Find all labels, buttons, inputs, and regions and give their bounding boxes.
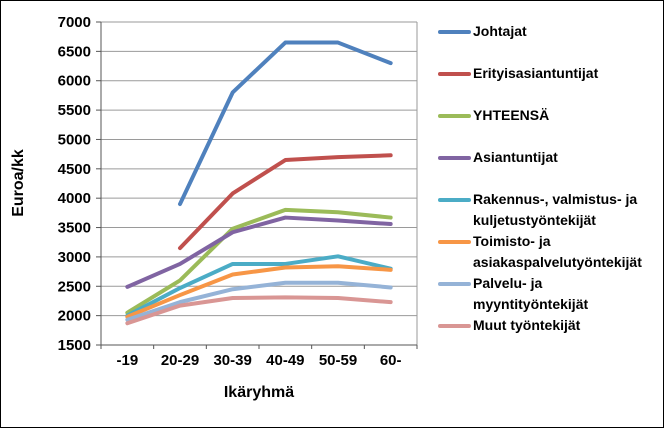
series-line-2 bbox=[125, 207, 393, 315]
legend-item-4: Rakennus-, valmistus- ja kuljetustyönteki… bbox=[438, 179, 662, 228]
legend-label: YHTEENSÄ bbox=[473, 107, 550, 123]
y-tick-label: 2500 bbox=[58, 278, 91, 295]
y-tick-label: 5500 bbox=[58, 102, 91, 119]
legend-line-swatch-icon bbox=[438, 30, 471, 34]
legend-label: Toimisto- ja asiakaspalvelutyöntekijät bbox=[473, 233, 642, 270]
legend-line-swatch-icon bbox=[438, 72, 471, 76]
x-tick-label: 40-49 bbox=[266, 352, 304, 369]
legend-label: Muut työntekijät bbox=[473, 317, 581, 333]
series-line-7 bbox=[125, 295, 393, 326]
legend: Johtajat Erityisasiantuntijat YHTEENSÄ Asia… bbox=[438, 11, 662, 347]
legend-label: Erityisasiantuntijat bbox=[473, 65, 599, 81]
legend-label: Rakennus-, valmistus- ja kuljetustyönteki… bbox=[473, 191, 638, 228]
x-tick-label: 60- bbox=[380, 352, 402, 369]
legend-item-2: YHTEENSÄ bbox=[438, 95, 662, 137]
y-tick-label: 6500 bbox=[58, 43, 91, 60]
series-lines bbox=[125, 40, 393, 326]
y-tick-label: 6000 bbox=[58, 73, 91, 90]
y-axis-title: Euroa/kk bbox=[10, 149, 27, 217]
legend-item-0: Johtajat bbox=[438, 11, 662, 53]
legend-line-swatch-icon bbox=[438, 156, 471, 160]
series-line-6 bbox=[125, 280, 393, 322]
legend-line-swatch-icon bbox=[438, 198, 471, 202]
legend-label: Asiantuntijat bbox=[473, 149, 558, 165]
legend-line-swatch-icon bbox=[438, 282, 471, 286]
y-tick-label: 2000 bbox=[58, 308, 91, 325]
y-tick-label: 4500 bbox=[58, 161, 91, 178]
y-tick-label: 7000 bbox=[58, 14, 91, 31]
y-tick-label: 5000 bbox=[58, 131, 91, 148]
series-line-3 bbox=[125, 215, 393, 289]
legend-label: Johtajat bbox=[473, 23, 527, 39]
x-axis-title: Ikäryhmä bbox=[224, 384, 294, 401]
y-tick-label: 4000 bbox=[58, 190, 91, 207]
legend-item-7: Muut työntekijät bbox=[438, 305, 662, 347]
x-tick-label: 20-29 bbox=[161, 352, 199, 369]
x-tick-label: 50-59 bbox=[319, 352, 357, 369]
series-line-0 bbox=[178, 40, 393, 207]
series-line-1 bbox=[178, 153, 393, 251]
axis-tick-labels: 1500 2000 2500 3000 3500 4000 4500 5000 5500 6000… bbox=[58, 14, 402, 369]
x-tick-label: -19 bbox=[116, 352, 138, 369]
legend-line-swatch-icon bbox=[438, 324, 471, 328]
x-tick-label: 30-39 bbox=[213, 352, 251, 369]
legend-item-6: Palvelu- ja myyntityöntekijät bbox=[438, 263, 662, 312]
legend-line-swatch-icon bbox=[438, 240, 471, 244]
y-tick-label: 3000 bbox=[58, 249, 91, 266]
legend-label: Palvelu- ja myyntityöntekijät bbox=[473, 275, 589, 312]
legend-line-swatch-icon bbox=[438, 114, 471, 118]
y-tick-label: 3500 bbox=[58, 220, 91, 237]
y-tick-label: 1500 bbox=[58, 337, 91, 354]
series-line-4 bbox=[125, 254, 393, 318]
legend-item-1: Erityisasiantuntijat bbox=[438, 53, 662, 95]
series-line-5 bbox=[125, 264, 393, 319]
axes bbox=[96, 21, 418, 349]
legend-item-3: Asiantuntijat bbox=[438, 137, 662, 179]
legend-item-5: Toimisto- ja asiakaspalvelutyöntekijät bbox=[438, 221, 662, 270]
